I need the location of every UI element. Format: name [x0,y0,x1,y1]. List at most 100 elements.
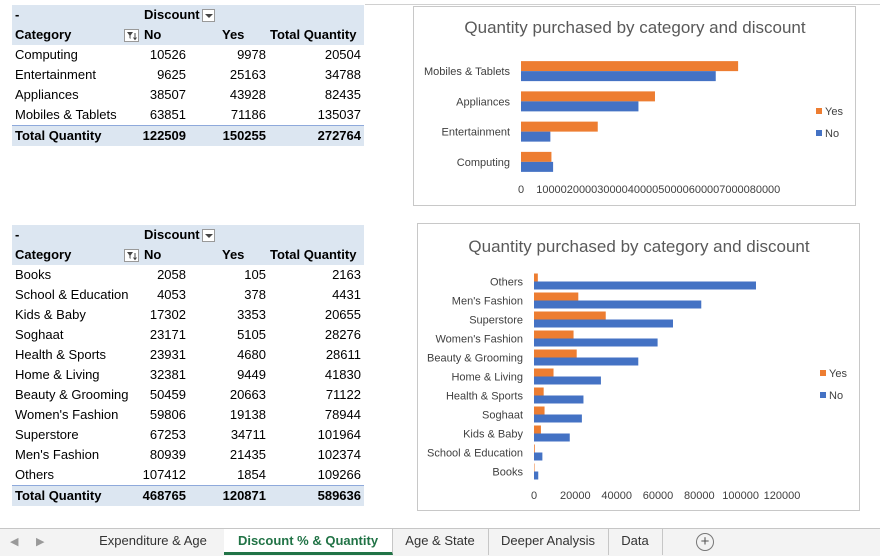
bar-yes[interactable] [534,368,554,377]
category-tick-label: Men's Fashion [452,296,523,308]
filter-icon[interactable] [124,249,139,263]
legend-label-yes: Yes [829,368,847,380]
bar-no[interactable] [521,161,554,172]
category-cell: Kids & Baby [15,307,86,322]
bar-chart-1[interactable]: Quantity purchased by category and disco… [413,6,856,206]
total-value-cell: 28611 [325,347,361,362]
bar-no[interactable] [521,71,716,82]
bar-no[interactable] [534,300,702,309]
legend-label-no: No [825,128,839,140]
bar-yes[interactable] [534,406,545,415]
no-value-cell: 80939 [149,447,186,462]
bar-no[interactable] [534,452,543,461]
column-filter-dropdown[interactable] [202,5,215,25]
no-value-cell: 107412 [142,467,186,482]
yes-value-cell: 71186 [230,107,266,122]
chevron-down-icon[interactable] [202,229,215,243]
yes-value-cell: 1854 [237,467,266,482]
bar-yes[interactable] [521,61,739,72]
bar-yes[interactable] [534,273,538,282]
bar-no[interactable] [534,433,570,442]
pivot-header-row: Category No Yes Total Quantity [12,245,364,265]
category-tick-label: Superstore [469,315,523,327]
bar-yes[interactable] [534,311,606,320]
bar-no[interactable] [534,414,582,423]
bar-yes[interactable] [534,292,579,301]
yes-value-cell: 34711 [230,427,266,442]
sheet-tab[interactable]: Deeper Analysis [488,529,609,555]
row-filter-button[interactable] [124,245,139,265]
total-value-cell: 20655 [324,307,361,322]
category-tick-label: Health & Sports [446,391,524,403]
filter-icon[interactable] [124,29,139,43]
category-cell: Total Quantity [15,488,102,503]
category-tick-label: Home & Living [451,372,523,384]
category-cell: Health & Sports [15,347,107,362]
category-cell: Women's Fashion [15,407,119,422]
bar-no[interactable] [534,338,658,347]
yes-value-cell: 3353 [237,307,266,322]
yes-value-cell: 9449 [237,367,266,382]
chevron-right-icon[interactable]: ▶ [36,536,45,548]
chart-1-canvas: Quantity purchased by category and disco… [424,18,843,196]
bar-yes[interactable] [534,425,541,434]
category-tick-label: Soghaat [482,410,523,422]
bar-no[interactable] [521,131,551,142]
bar-yes[interactable] [534,444,535,453]
x-tick-label: 70000 [719,184,750,196]
column-filter-dropdown[interactable] [202,225,215,245]
bar-yes[interactable] [521,151,552,162]
no-value-cell: 17302 [149,307,186,322]
bar-no[interactable] [534,471,539,480]
bar-no[interactable] [534,281,756,290]
chevron-down-icon[interactable] [202,9,215,23]
row-filter-button[interactable] [124,25,139,45]
legend-label-no: No [829,390,843,402]
pivot-total-row: Total Quantity 468765 120871 589636 [12,485,364,506]
sheet-tab[interactable]: Discount % & Quantity [224,529,393,555]
bar-yes[interactable] [534,330,574,339]
no-value-cell: 122509 [142,128,186,143]
category-cell: School & Education [15,287,129,302]
category-tick-label: Entertainment [442,127,510,139]
bar-yes[interactable] [534,349,577,358]
x-tick-label: 20000 [567,184,598,196]
chart-title: Quantity purchased by category and disco… [468,237,809,256]
bar-chart-2[interactable]: Quantity purchased by category and disco… [417,223,860,511]
pivot-header-row: Category No Yes Total Quantity [12,25,364,45]
total-value-cell: 78944 [324,407,361,422]
bar-no[interactable] [534,395,584,404]
yes-value-cell: 378 [244,287,266,302]
total-value-cell: 71122 [325,387,361,402]
pivot-row: Men's Fashion 80939 21435 102374 [12,445,364,465]
bar-yes[interactable] [521,91,655,102]
bar-yes[interactable] [534,387,544,396]
sheet-tab[interactable]: Expenditure & Age [82,529,225,555]
category-cell: Beauty & Grooming [15,387,129,402]
bar-no[interactable] [521,101,639,112]
sheet-tab[interactable]: Age & State [392,529,489,555]
pivot-row: Soghaat 23171 5105 28276 [12,325,364,345]
column-no-header: No [144,247,162,262]
pivot-row: Mobiles & Tablets 63851 71186 135037 [12,105,364,125]
bar-yes[interactable] [521,121,598,132]
bar-no[interactable] [534,357,639,366]
row-header-label: Category [15,27,72,42]
total-value-cell: 109266 [317,467,361,482]
pivot-row: Computing 10526 9978 20504 [12,45,364,65]
bar-yes[interactable] [534,463,535,472]
no-value-cell: 59806 [149,407,186,422]
add-sheet-button[interactable]: + [696,533,714,551]
column-yes-header: Yes [222,247,245,262]
category-cell: Entertainment [15,67,96,82]
x-tick-label: 80000 [684,490,715,502]
sheet-tab[interactable]: Data [608,529,663,555]
no-value-cell: 9625 [157,67,186,82]
no-value-cell: 63851 [149,107,186,122]
category-tick-label: Computing [457,157,510,169]
chevron-left-icon[interactable]: ◀ [10,536,19,548]
bar-no[interactable] [534,376,601,385]
no-value-cell: 67253 [149,427,186,442]
total-value-cell: 28276 [324,327,361,342]
bar-no[interactable] [534,319,673,328]
